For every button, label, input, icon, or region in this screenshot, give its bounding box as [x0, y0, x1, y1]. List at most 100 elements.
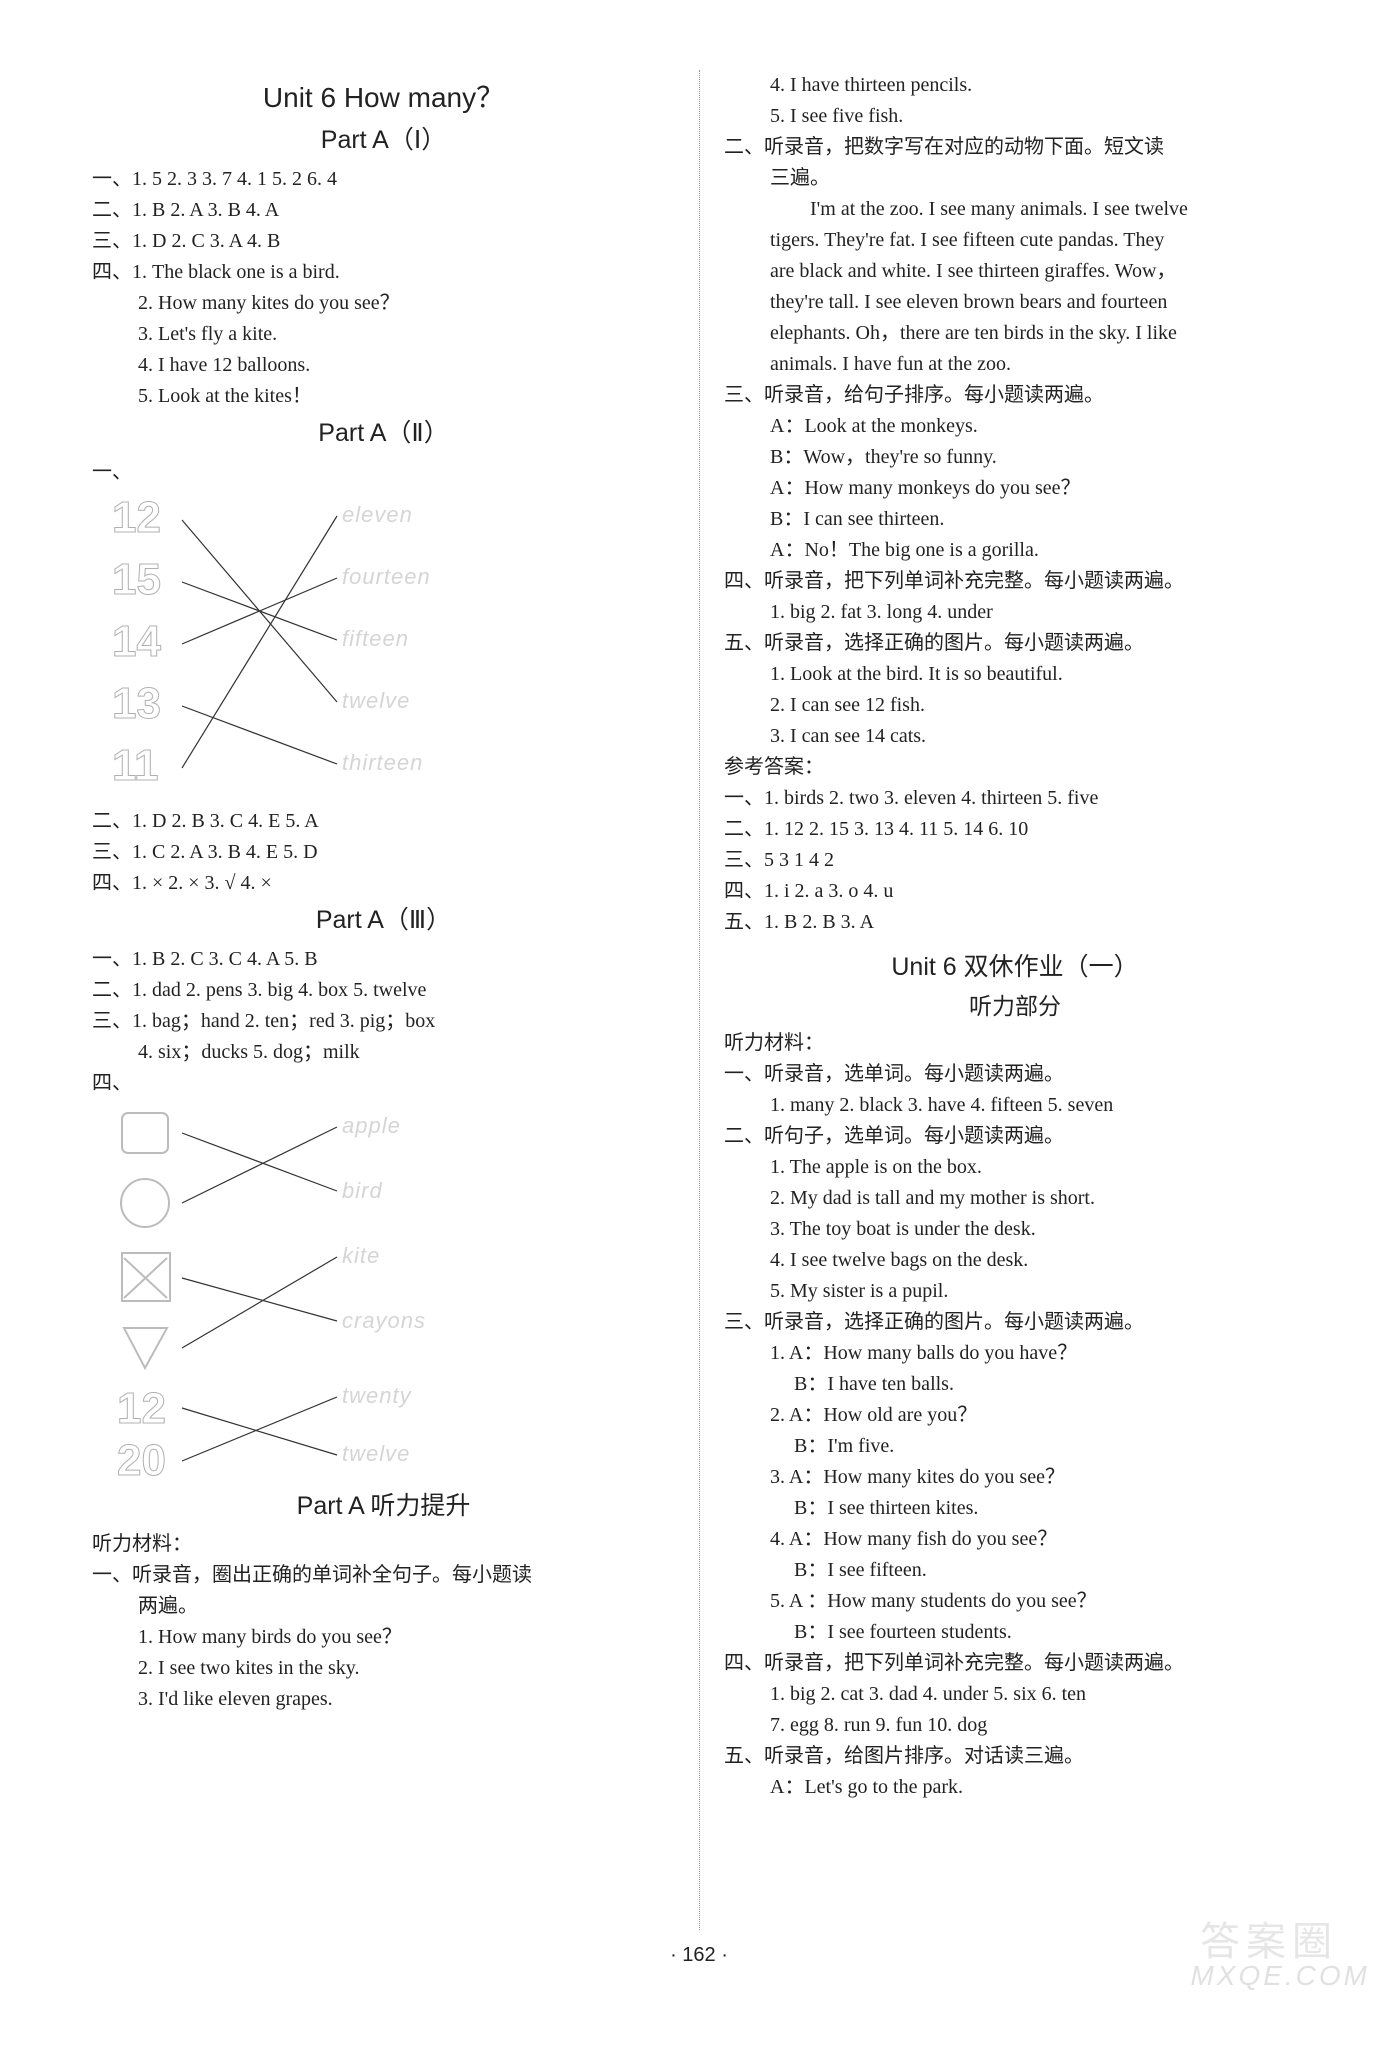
text-line: 两遍。 [92, 1591, 675, 1622]
text-line: 7. egg 8. run 9. fun 10. dog [724, 1710, 1306, 1741]
text-line: A：Look at the monkeys. [724, 411, 1306, 442]
match-line [182, 1278, 337, 1321]
text-line: tigers. They're fat. I see fifteen cute … [770, 225, 1306, 256]
text-line: 3. A：How many kites do you see？ [724, 1462, 1306, 1493]
part-a1-heading: Part A（Ⅰ） [92, 121, 675, 160]
kite-icon [124, 1328, 167, 1368]
part-a3-heading: Part A（Ⅲ） [92, 901, 675, 940]
text-line: 1. The apple is on the box. [724, 1152, 1306, 1183]
ghost-word: apple [342, 1113, 401, 1138]
left-column: Unit 6 How many？ Part A（Ⅰ） 一、1. 5 2. 3 3… [80, 70, 699, 1930]
text-line: 一、 [92, 457, 675, 488]
text-line: 5. A ：How many students do you see？ [724, 1586, 1306, 1617]
ghost-word: eleven [342, 502, 413, 527]
text-line: 5. Look at the kites！ [92, 381, 675, 412]
text-line: 2. My dad is tall and my mother is short… [724, 1183, 1306, 1214]
text-line: 4. A：How many fish do you see？ [724, 1524, 1306, 1555]
text-line: A：Let's go to the park. [724, 1772, 1306, 1803]
text-line: A：How many monkeys do you see？ [724, 473, 1306, 504]
text-line: 2. I can see 12 fish. [724, 690, 1306, 721]
text-line: B：I see fifteen. [724, 1555, 1306, 1586]
text-line: elephants. Oh，there are ten birds in the… [770, 318, 1306, 349]
text-line: I'm at the zoo. I see many animals. I se… [770, 194, 1306, 225]
part-a2-heading: Part A（Ⅱ） [92, 414, 675, 453]
match-line [182, 516, 337, 768]
ghost-number: 15 [112, 555, 161, 604]
text-line: 三、1. D 2. C 3. A 4. B [92, 226, 675, 257]
text-line: B：I have ten balls. [724, 1369, 1306, 1400]
ghost-word: fifteen [342, 626, 409, 651]
text-line: 四、 [92, 1068, 675, 1099]
text-line: 3. I'd like eleven grapes. [92, 1684, 675, 1715]
ghost-word: twenty [342, 1383, 413, 1408]
ghost-word: crayons [342, 1308, 426, 1333]
watermark-text: MXQE.COM [1190, 1954, 1370, 1997]
text-line: B：I see thirteen kites. [724, 1493, 1306, 1524]
text-line: B：I see fourteen students. [724, 1617, 1306, 1648]
hw-subtitle: 听力部分 [724, 989, 1306, 1025]
text-line: 5. My sister is a pupil. [724, 1276, 1306, 1307]
text-line: 三、听录音，给句子排序。每小题读两遍。 [724, 380, 1306, 411]
ghost-word: kite [342, 1243, 380, 1268]
text-line: 五、1. B 2. B 3. A [724, 907, 1306, 938]
text-line: 二、1. D 2. B 3. C 4. E 5. A [92, 806, 675, 837]
part-a-listening-heading: Part A 听力提升 [92, 1487, 675, 1526]
ghost-number: 20 [117, 1436, 166, 1483]
text-line: 三、1. bag；hand 2. ten；red 3. pig；box [92, 1006, 675, 1037]
bird-icon [122, 1113, 168, 1153]
text-line: 三、1. C 2. A 3. B 4. E 5. D [92, 837, 675, 868]
text-line: 1. Look at the bird. It is so beautiful. [724, 659, 1306, 690]
text-line: 四、1. × 2. × 3. √ 4. × [92, 868, 675, 899]
hw-title: Unit 6 双休作业（一） [724, 948, 1306, 987]
text-line: 一、听录音，选单词。每小题读两遍。 [724, 1059, 1306, 1090]
text-line: 3. I can see 14 cats. [724, 721, 1306, 752]
text-line: 4. I have thirteen pencils. [724, 70, 1306, 101]
text-line: 一、1. B 2. C 3. C 4. A 5. B [92, 944, 675, 975]
text-line: 4. I have 12 balloons. [92, 350, 675, 381]
ghost-number: 12 [112, 493, 161, 542]
right-column: 4. I have thirteen pencils. 5. I see fiv… [699, 70, 1318, 1930]
text-line: 二、1. B 2. A 3. B 4. A [92, 195, 675, 226]
text-line: 4. I see twelve bags on the desk. [724, 1245, 1306, 1276]
match-line [182, 706, 337, 764]
text-line: 听力材料： [724, 1028, 1306, 1059]
text-line: 1. A：How many balls do you have？ [724, 1338, 1306, 1369]
text-line: B：I'm five. [724, 1431, 1306, 1462]
ghost-word: twelve [342, 688, 410, 713]
text-line: 三、听录音，选择正确的图片。每小题读两遍。 [724, 1307, 1306, 1338]
match-line [182, 1133, 337, 1191]
text-line: 二、1. 12 2. 15 3. 13 4. 11 5. 14 6. 10 [724, 814, 1306, 845]
text-line: 2. How many kites do you see？ [92, 288, 675, 319]
text-line: 五、听录音，选择正确的图片。每小题读两遍。 [724, 628, 1306, 659]
match-line [182, 1127, 337, 1203]
text-line: animals. I have fun at the zoo. [770, 349, 1306, 380]
unit-title: Unit 6 How many？ [92, 76, 675, 119]
ghost-word: twelve [342, 1441, 410, 1466]
text-line: 听力材料： [92, 1529, 675, 1560]
matching-diagram-a3: 12 20 apple bird kite crayons twenty twe… [112, 1103, 552, 1483]
apple-icon [121, 1179, 169, 1227]
ghost-number: 11 [112, 741, 159, 790]
ghost-word: thirteen [342, 750, 423, 775]
text-line: 一、1. birds 2. two 3. eleven 4. thirteen … [724, 783, 1306, 814]
text-line: 5. I see five fish. [724, 101, 1306, 132]
ghost-number: 14 [112, 617, 161, 666]
text-line: 1. big 2. fat 3. long 4. under [724, 597, 1306, 628]
text-line: 二、听句子，选单词。每小题读两遍。 [724, 1121, 1306, 1152]
text-line: 1. How many birds do you see？ [92, 1622, 675, 1653]
page-container: Unit 6 How many？ Part A（Ⅰ） 一、1. 5 2. 3 3… [80, 70, 1318, 1930]
text-line: 4. six；ducks 5. dog；milk [92, 1037, 675, 1068]
match-line [182, 578, 337, 644]
ghost-word: fourteen [342, 564, 431, 589]
text-line: 四、听录音，把下列单词补充完整。每小题读两遍。 [724, 1648, 1306, 1679]
text-line: 三遍。 [724, 163, 1306, 194]
match-line [182, 1408, 337, 1455]
text-line: they're tall. I see eleven brown bears a… [770, 287, 1306, 318]
text-line: 四、1. The black one is a bird. [92, 257, 675, 288]
page-number: · 162 · [80, 1940, 1318, 1971]
text-line: 二、1. dad 2. pens 3. big 4. box 5. twelve [92, 975, 675, 1006]
ghost-number: 13 [112, 679, 161, 728]
text-line: 三、5 3 1 4 2 [724, 845, 1306, 876]
match-line [182, 1397, 337, 1461]
text-line: are black and white. I see thirteen gira… [770, 256, 1306, 287]
